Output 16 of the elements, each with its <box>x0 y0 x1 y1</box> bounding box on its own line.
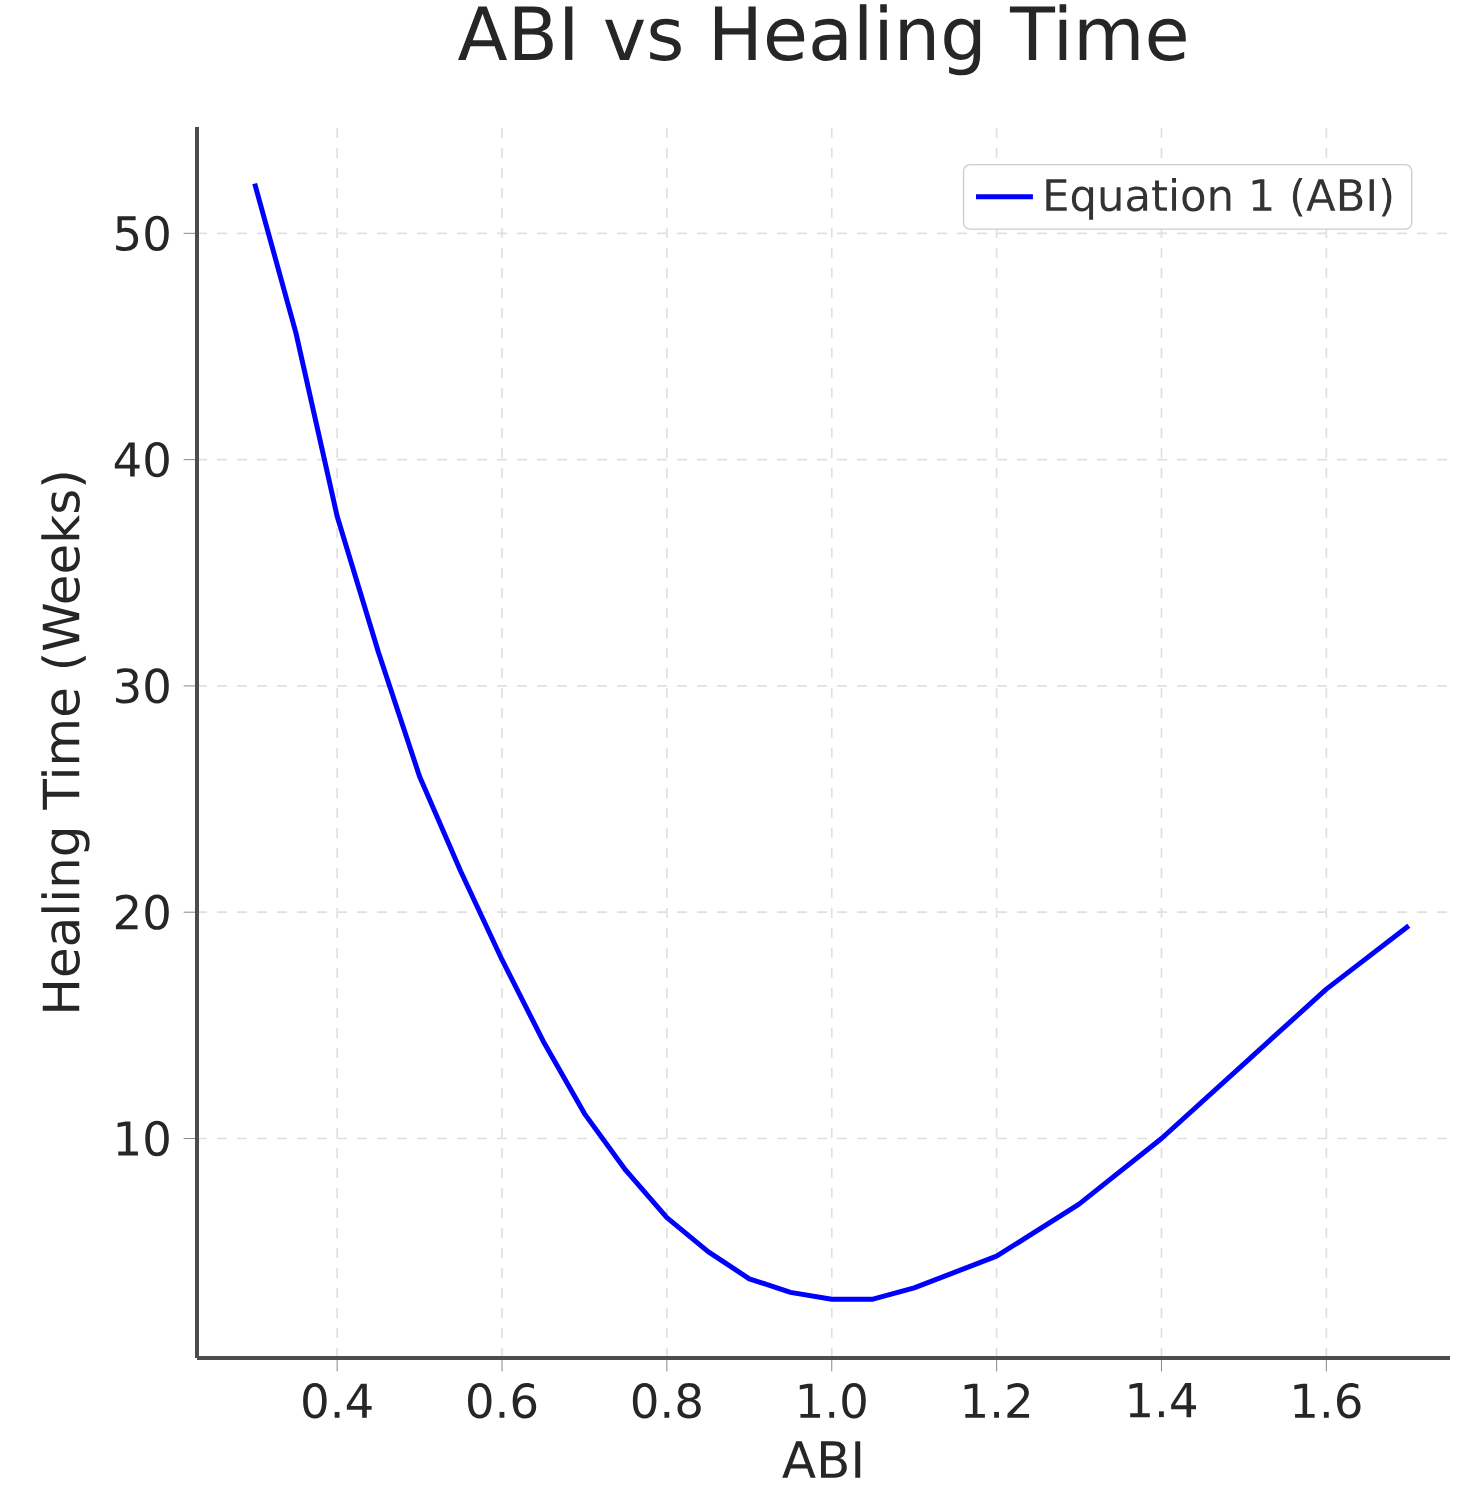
chart-title: ABI vs Healing Time <box>458 4 1186 76</box>
y-tick-label: 40 <box>114 441 169 478</box>
x-tick-label: 0.6 <box>467 1383 537 1419</box>
y-tick-label: 30 <box>116 668 169 704</box>
legend-label: Equation 1 (ABI) <box>1046 177 1392 220</box>
y-tick-label: 50 <box>116 215 169 251</box>
x-axis-title: ABI <box>782 1441 861 1478</box>
x-tick-label: 1.4 <box>1129 1383 1196 1418</box>
y-tick-label: 10 <box>117 1120 169 1157</box>
x-tick-label: 0.4 <box>303 1383 372 1419</box>
y-axis-title: Healing Time (Weeks) <box>41 473 90 1011</box>
x-tick-label: 1.0 <box>799 1383 866 1419</box>
x-tick-label: 1.6 <box>1294 1383 1361 1419</box>
x-tick-label: 1.2 <box>964 1383 1030 1418</box>
y-tick-label: 20 <box>115 894 169 930</box>
x-tick-label: 0.8 <box>632 1383 701 1419</box>
